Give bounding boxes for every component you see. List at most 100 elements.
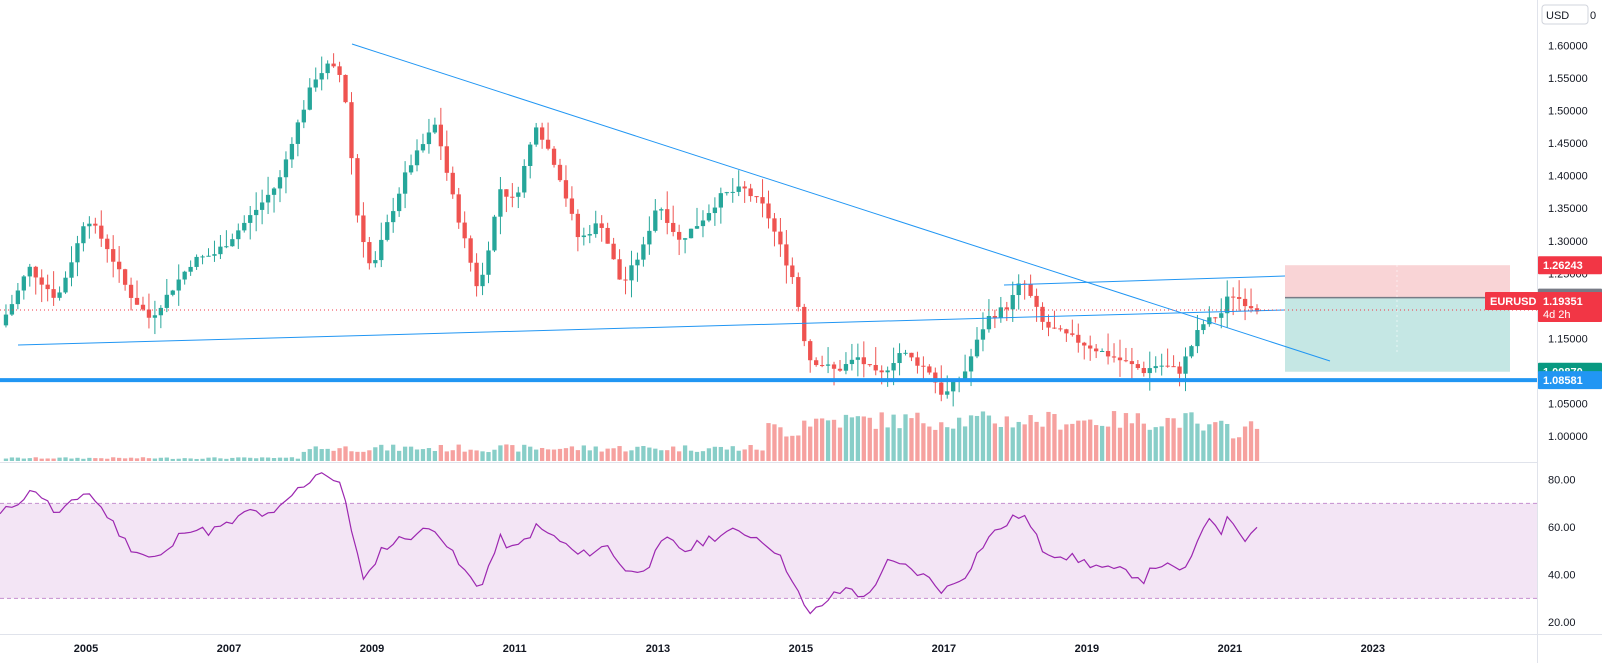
- time-tick-label: 2017: [932, 643, 956, 655]
- candle-body: [373, 260, 378, 264]
- candle-body: [1010, 295, 1015, 310]
- time-tick-label: 2013: [646, 643, 670, 655]
- volume-bar: [1159, 426, 1164, 461]
- time-axis[interactable]: 2005 2007 2009 2011 2013 2015 2017 2019 2021 2023: [74, 643, 1385, 655]
- candle-body: [75, 243, 80, 263]
- candle-body: [33, 266, 38, 278]
- candle-body: [569, 198, 575, 214]
- candle-body: [117, 261, 122, 270]
- volume-bar: [1129, 423, 1135, 461]
- volume-bar: [367, 450, 372, 461]
- volume-bar: [289, 457, 295, 461]
- volume-bar: [1147, 429, 1152, 461]
- volume-bar: [1052, 414, 1057, 461]
- candle-body: [313, 79, 318, 88]
- candle-body: [819, 365, 825, 367]
- rsi-band: [0, 503, 1537, 599]
- volume-bar: [426, 448, 432, 461]
- candle-body: [814, 360, 819, 366]
- candle-body: [230, 239, 235, 247]
- volume-bar: [825, 420, 831, 461]
- candle-body: [1064, 329, 1069, 334]
- candle-body: [587, 234, 592, 236]
- volume-bar: [945, 427, 950, 461]
- candle-body: [951, 381, 956, 392]
- candle-body: [873, 364, 878, 371]
- trendline-channel-top[interactable]: [1003, 275, 1286, 286]
- candle-body: [218, 246, 223, 255]
- volume-bar: [128, 457, 134, 461]
- candle-body: [992, 316, 998, 318]
- candle-body: [986, 316, 992, 330]
- candle-body: [105, 238, 110, 250]
- volume-bar: [117, 457, 122, 461]
- volume-bar: [808, 426, 813, 461]
- candle-body: [176, 279, 181, 291]
- candle-body: [325, 63, 330, 74]
- volume-bar: [575, 450, 581, 461]
- volume-bar: [468, 449, 473, 461]
- volume-bar: [962, 426, 968, 461]
- volume-bar: [57, 457, 62, 461]
- candle-body: [688, 228, 694, 239]
- candle-body: [849, 359, 855, 365]
- candle-body: [563, 180, 569, 199]
- rsi-axis[interactable]: 20.00 40.00 60.00 80.00: [1548, 475, 1576, 630]
- candle-body: [694, 226, 700, 229]
- rsi-tick-label: 80.00: [1548, 475, 1576, 487]
- candle-body: [599, 223, 604, 228]
- volume-bar: [736, 450, 741, 461]
- candle-body: [933, 372, 938, 383]
- price-level-badge: [1538, 256, 1602, 275]
- candle-body: [379, 239, 384, 261]
- candle-body: [1070, 333, 1075, 335]
- volume-bar: [629, 450, 634, 461]
- volume-bar: [1248, 421, 1254, 461]
- volume-bar: [760, 450, 765, 461]
- candle-body: [1242, 298, 1248, 307]
- candle-body: [784, 244, 789, 266]
- volume-bar: [1189, 412, 1194, 461]
- volume-bar: [951, 428, 956, 461]
- volume-bar: [766, 423, 771, 461]
- volume-bar: [921, 423, 926, 461]
- volume-bar: [1195, 423, 1200, 461]
- volume-bar: [492, 449, 497, 461]
- candle-body: [289, 143, 295, 160]
- currency-selector[interactable]: USD 0: [1541, 4, 1596, 25]
- candle-body: [676, 231, 682, 240]
- trendline-neckline[interactable]: [17, 309, 1286, 346]
- volume-bar: [408, 446, 414, 461]
- candle-body: [1076, 334, 1081, 343]
- trendline-descending[interactable]: [351, 43, 1331, 362]
- time-tick-label: 2019: [1075, 643, 1099, 655]
- volume-bar: [1076, 420, 1081, 461]
- candle-body: [1183, 356, 1188, 374]
- candle-body: [665, 209, 670, 223]
- volume-bar: [706, 448, 712, 461]
- candle-body: [1141, 368, 1146, 374]
- candle-body: [301, 109, 306, 123]
- volume-bar: [224, 458, 229, 461]
- candle-body: [170, 290, 175, 295]
- candle-body: [1153, 366, 1158, 369]
- candle-body: [748, 188, 753, 197]
- volume-bar: [81, 458, 86, 461]
- candle-body: [158, 307, 163, 316]
- time-tick-label: 2015: [789, 643, 813, 655]
- volume-bar: [361, 451, 366, 461]
- take-profit-zone[interactable]: [1285, 297, 1510, 372]
- price-tick-label: 1.35000: [1548, 203, 1588, 215]
- candle-body: [939, 382, 944, 395]
- candle-body: [611, 243, 616, 260]
- candle-body: [1195, 330, 1200, 347]
- volume-bar: [111, 457, 116, 461]
- volume-bar: [1040, 426, 1045, 461]
- volume-bar: [849, 417, 855, 461]
- volume-bar: [545, 449, 551, 461]
- candle-body: [474, 262, 479, 287]
- rsi-tick-label: 20.00: [1548, 617, 1576, 629]
- candle-body: [444, 146, 449, 173]
- candle-body: [21, 276, 26, 291]
